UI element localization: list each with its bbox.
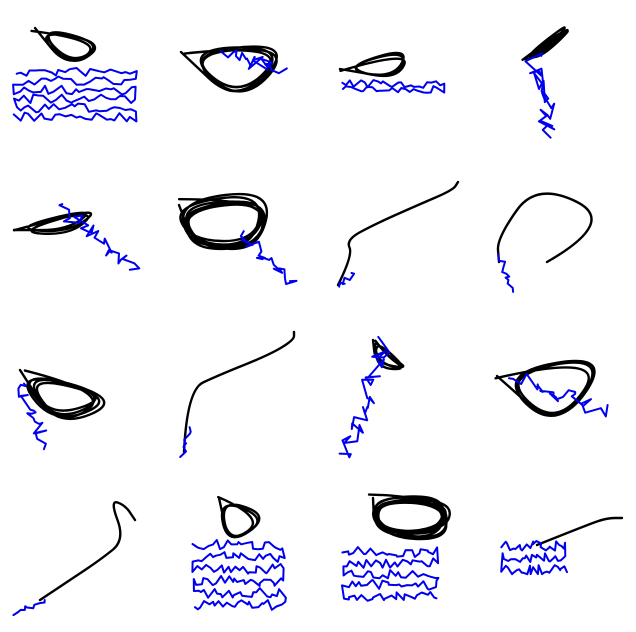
blue-trajectory — [13, 600, 44, 615]
black-trajectory — [340, 53, 405, 76]
blue-trajectory — [342, 80, 444, 93]
blue-trajectory — [525, 53, 554, 138]
black-trajectory — [184, 332, 294, 452]
black-trajectory — [537, 518, 622, 545]
trajectory-panel — [159, 316, 318, 474]
black-trajectory — [523, 27, 568, 59]
trajectory-panel — [477, 158, 636, 316]
trajectory-panel — [318, 158, 477, 316]
trajectory-panel — [318, 474, 477, 632]
trajectory-panel — [159, 0, 318, 158]
black-trajectory — [40, 502, 135, 600]
blue-trajectory — [13, 68, 137, 121]
blue-trajectory — [342, 547, 438, 601]
black-trajectory — [498, 194, 592, 262]
blue-trajectory — [498, 254, 513, 292]
trajectory-panel — [0, 0, 159, 158]
blue-trajectory — [340, 337, 390, 457]
black-trajectory — [32, 28, 96, 61]
black-trajectory — [179, 194, 267, 249]
trajectory-panel — [159, 474, 318, 632]
trajectory-panel — [477, 0, 636, 158]
trajectory-panel — [159, 158, 318, 316]
trajectory-panel — [477, 474, 636, 632]
trajectory-panel — [0, 316, 159, 474]
black-trajectory — [181, 47, 277, 92]
blue-trajectory — [501, 541, 567, 574]
black-trajectory — [20, 370, 104, 419]
trajectory-panel — [477, 316, 636, 474]
trajectory-panel — [0, 474, 159, 632]
trajectory-panel — [0, 158, 159, 316]
black-trajectory — [369, 495, 450, 540]
trajectory-panel — [318, 316, 477, 474]
black-trajectory — [496, 361, 595, 416]
trajectory-panel — [318, 0, 477, 158]
blue-trajectory — [192, 540, 286, 610]
black-trajectory — [338, 182, 458, 285]
black-trajectory — [218, 497, 259, 537]
